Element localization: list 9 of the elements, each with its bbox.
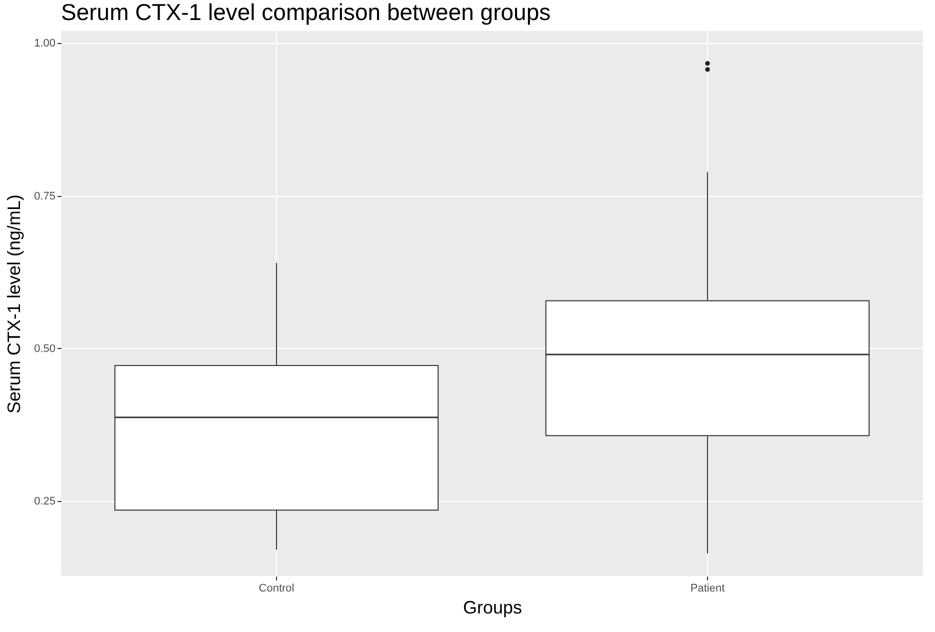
x-tick-label: Control: [258, 582, 294, 594]
y-tick-label: 0.50: [34, 342, 56, 355]
y-tick-label: 0.25: [34, 495, 56, 508]
x-tick-label: Patient: [690, 582, 725, 594]
y-tick-label: 0.75: [34, 190, 56, 202]
y-axis-title: Serum CTX-1 level (ng/mL): [4, 194, 24, 414]
x-axis-title: Groups: [462, 598, 522, 618]
y-tick-label: 1.00: [34, 38, 56, 50]
chart-title: Serum CTX-1 level comparison between groups: [61, 0, 551, 25]
